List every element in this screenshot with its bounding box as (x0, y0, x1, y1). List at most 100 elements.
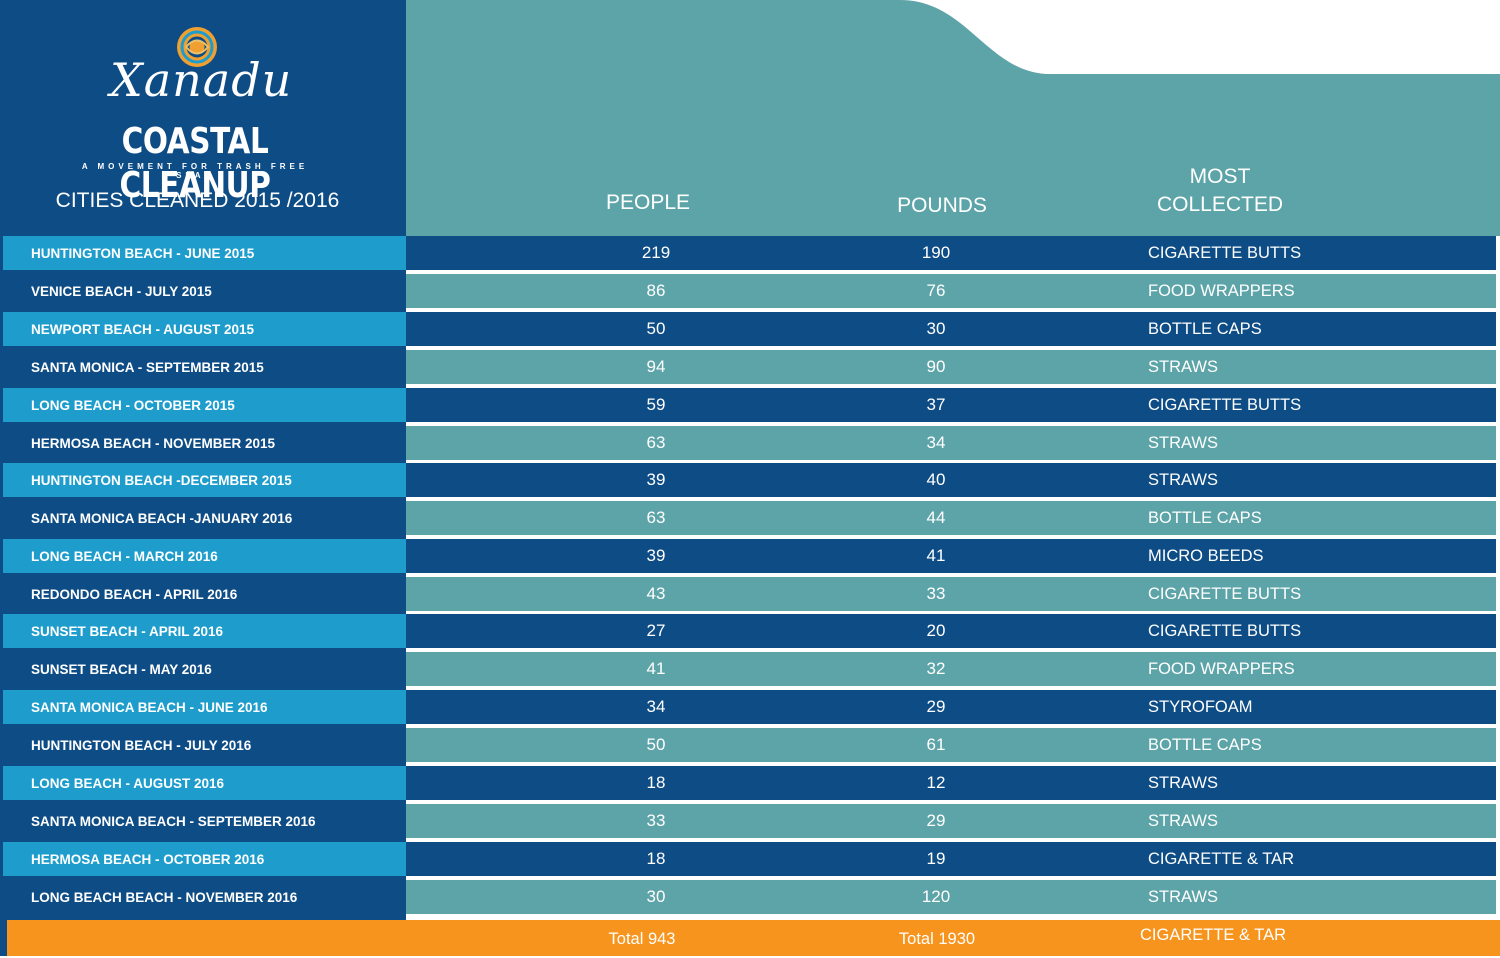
table-row: 94 90 STRAWS (406, 350, 1496, 384)
most-collected-cell: CIGARETTE BUTTS (1148, 244, 1302, 262)
program-title: COASTAL CLEANUP (119, 121, 271, 206)
table-row-city: VENICE BEACH - JULY 2015 (3, 274, 407, 308)
pounds-cell: 33 (926, 584, 946, 603)
city-label: HERMOSA BEACH - NOVEMBER 2015 (31, 436, 276, 451)
city-label: NEWPORT BEACH - AUGUST 2015 (31, 322, 255, 337)
most-collected-cell: MICRO BEEDS (1148, 547, 1264, 565)
most-collected-cell: CIGARETTE BUTTS (1148, 622, 1302, 640)
totals-bar: Total 943 Total 1930 CIGARETTE & TAR (7, 920, 1500, 956)
table-row: 50 30 BOTTLE CAPS (406, 312, 1496, 346)
people-cell: 18 (646, 849, 666, 868)
city-label: HUNTINGTON BEACH -DECEMBER 2015 (31, 473, 292, 488)
total-most-collected: CIGARETTE & TAR (1140, 926, 1287, 944)
table-row-city: SANTA MONICA BEACH -JANUARY 2016 (3, 501, 407, 535)
table-row: 86 76 FOOD WRAPPERS (406, 274, 1496, 308)
table-row-city: HERMOSA BEACH - OCTOBER 2016 (3, 842, 407, 876)
table-row: 39 40 STRAWS (406, 463, 1496, 497)
table-row-city: SUNSET BEACH - MAY 2016 (3, 652, 407, 686)
pounds-cell: 32 (926, 659, 946, 678)
people-cell: 219 (641, 243, 671, 262)
table-row-city: HUNTINGTON BEACH - JULY 2016 (3, 728, 407, 762)
table-row: 59 37 CIGARETTE BUTTS (406, 388, 1496, 422)
city-label: SANTA MONICA BEACH - SEPTEMBER 2016 (31, 814, 316, 829)
most-collected-cell: FOOD WRAPPERS (1148, 282, 1295, 300)
people-cell: 41 (646, 659, 666, 678)
pounds-cell: 76 (926, 281, 946, 300)
table-row-city: LONG BEACH BEACH - NOVEMBER 2016 (3, 880, 407, 914)
people-cell: 18 (646, 773, 666, 792)
xanadu-logo-swirl-icon (177, 27, 217, 67)
table-row: 50 61 BOTTLE CAPS (406, 728, 1496, 762)
most-collected-cell: CIGARETTE BUTTS (1148, 396, 1302, 414)
subtitle: CITIES CLEANED 2015 /2016 (55, 189, 340, 212)
pounds-cell: 190 (921, 243, 951, 262)
most-collected-cell: FOOD WRAPPERS (1148, 660, 1295, 678)
most-collected-cell: STYROFOAM (1148, 698, 1253, 716)
table-row-city: HUNTINGTON BEACH -DECEMBER 2015 (3, 463, 407, 497)
table-row-city: SANTA MONICA BEACH - SEPTEMBER 2016 (3, 804, 407, 838)
column-header-people: PEOPLE (605, 191, 691, 214)
most-collected-cell: STRAWS (1148, 358, 1218, 376)
people-cell: 94 (646, 357, 666, 376)
table-row: 219 190 CIGARETTE BUTTS (406, 236, 1496, 270)
pounds-cell: 12 (926, 773, 946, 792)
city-label: SUNSET BEACH - APRIL 2016 (31, 624, 224, 639)
people-cell: 33 (646, 811, 666, 830)
total-people: Total 943 (608, 930, 676, 948)
most-collected-cell: BOTTLE CAPS (1148, 320, 1262, 338)
city-label: REDONDO BEACH - APRIL 2016 (31, 587, 238, 602)
pounds-cell: 41 (926, 546, 946, 565)
city-label: VENICE BEACH - JULY 2015 (31, 284, 212, 299)
people-cell: 63 (646, 508, 666, 527)
pounds-cell: 19 (926, 849, 946, 868)
pounds-cell: 61 (926, 735, 946, 754)
people-cell: 27 (646, 621, 666, 640)
people-cell: 50 (646, 735, 666, 754)
table-row-city: HERMOSA BEACH - NOVEMBER 2015 (3, 426, 407, 460)
city-label: LONG BEACH - AUGUST 2016 (31, 776, 225, 791)
table-row-city: LONG BEACH - MARCH 2016 (3, 539, 407, 573)
table-row: 63 44 BOTTLE CAPS (406, 501, 1496, 535)
most-collected-cell: CIGARETTE BUTTS (1148, 585, 1302, 603)
table-row-city: REDONDO BEACH - APRIL 2016 (3, 577, 407, 611)
table-row-city: SANTA MONICA - SEPTEMBER 2015 (3, 350, 407, 384)
people-cell: 43 (646, 584, 666, 603)
table-row: 63 34 STRAWS (406, 426, 1496, 460)
table-row: 18 19 CIGARETTE & TAR (406, 842, 1496, 876)
people-cell: 63 (646, 433, 666, 452)
people-cell: 39 (646, 470, 666, 489)
people-cell: 50 (646, 319, 666, 338)
people-cell: 59 (646, 395, 666, 414)
table-row: 33 29 STRAWS (406, 804, 1496, 838)
column-header-most-line2: COLLECTED (1156, 193, 1284, 216)
pounds-cell: 29 (926, 697, 946, 716)
pounds-cell: 20 (926, 621, 946, 640)
pounds-cell: 30 (926, 319, 946, 338)
table-row: 43 33 CIGARETTE BUTTS (406, 577, 1496, 611)
city-label: SANTA MONICA BEACH - JUNE 2016 (31, 700, 268, 715)
city-label: SUNSET BEACH - MAY 2016 (31, 662, 212, 677)
most-collected-cell: STRAWS (1148, 888, 1218, 906)
city-label: LONG BEACH - MARCH 2016 (31, 549, 218, 564)
pounds-cell: 40 (926, 470, 946, 489)
brand-logo-text: Xanadu (110, 53, 293, 107)
pounds-cell: 120 (921, 887, 951, 906)
people-cell: 34 (646, 697, 666, 716)
people-cell: 39 (646, 546, 666, 565)
table-row-city: LONG BEACH - AUGUST 2016 (3, 766, 407, 800)
pounds-cell: 90 (926, 357, 946, 376)
column-header-most-line1: MOST (1189, 165, 1251, 188)
city-label: SANTA MONICA BEACH -JANUARY 2016 (31, 511, 293, 526)
table-row-city: LONG BEACH - OCTOBER 2015 (3, 388, 407, 422)
city-label: SANTA MONICA - SEPTEMBER 2015 (31, 360, 264, 375)
column-header-pounds: POUNDS (897, 194, 987, 217)
city-label: HUNTINGTON BEACH - JULY 2016 (31, 738, 252, 753)
table-row-city: HUNTINGTON BEACH - JUNE 2015 (3, 236, 407, 270)
pounds-cell: 37 (926, 395, 946, 414)
most-collected-cell: STRAWS (1148, 774, 1218, 792)
table-row-city: SANTA MONICA BEACH - JUNE 2016 (3, 690, 407, 724)
most-collected-cell: STRAWS (1148, 471, 1218, 489)
table-row: 30 120 STRAWS (406, 880, 1496, 914)
city-label: HUNTINGTON BEACH - JUNE 2015 (31, 246, 255, 261)
city-label: LONG BEACH BEACH - NOVEMBER 2016 (31, 890, 298, 905)
